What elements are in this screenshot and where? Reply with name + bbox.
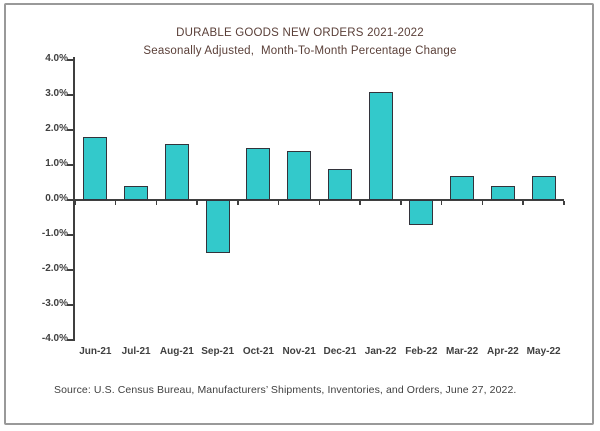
chart-title: DURABLE GOODS NEW ORDERS 2021-2022 <box>176 27 424 39</box>
x-axis-label-dec-21: Dec-21 <box>323 346 357 357</box>
bar-sep-21 <box>205 200 230 253</box>
x-axis-tick <box>237 201 239 205</box>
x-axis-tick <box>155 201 157 205</box>
y-axis-label: 2.0% <box>45 123 68 134</box>
bar-jan-22 <box>368 91 393 200</box>
y-axis-label: 0.0% <box>45 193 68 204</box>
x-axis-label-nov-21: Nov-21 <box>282 346 316 357</box>
y-axis-label: -1.0% <box>41 228 68 239</box>
y-axis-tick <box>67 129 73 131</box>
y-axis-tick <box>67 199 73 201</box>
bar-nov-21 <box>287 151 312 200</box>
x-axis-tick <box>114 201 117 205</box>
x-axis-label-feb-22: Feb-22 <box>405 346 438 357</box>
y-axis-label: -4.0% <box>41 333 68 344</box>
x-axis-label-jun-21: Jun-21 <box>79 346 112 357</box>
y-axis-label: -2.0% <box>41 263 68 274</box>
x-axis-label-oct-21: Oct-21 <box>242 346 274 357</box>
y-axis-label: -3.0% <box>41 298 68 309</box>
bar-aug-21 <box>164 144 189 200</box>
x-axis-tick <box>440 201 443 205</box>
y-axis-tick <box>67 234 73 236</box>
x-axis-label-may-22: May-22 <box>526 346 561 357</box>
x-axis-label-mar-22: Mar-22 <box>446 346 479 357</box>
y-axis-label: 1.0% <box>45 158 68 169</box>
bar-oct-21 <box>246 147 271 200</box>
y-axis-tick <box>67 164 73 166</box>
x-axis-line <box>73 199 564 201</box>
x-axis-label-jan-22: Jan-22 <box>364 346 397 357</box>
bar-jun-21 <box>83 137 108 200</box>
x-axis-tick <box>196 201 198 205</box>
x-axis-tick <box>74 201 76 205</box>
x-axis-tick <box>359 201 361 205</box>
bar-may-22 <box>531 175 556 200</box>
x-axis-tick <box>563 201 565 205</box>
x-axis-tick <box>522 201 524 205</box>
bar-jul-21 <box>124 186 149 200</box>
x-axis-tick <box>400 201 402 205</box>
x-axis-label-apr-22: Apr-22 <box>487 346 519 357</box>
y-axis-tick <box>67 59 73 61</box>
source-note: Source: U.S. Census Bureau, Manufacturer… <box>54 384 517 396</box>
y-axis-tick <box>67 269 73 271</box>
y-axis-tick <box>67 304 73 306</box>
y-axis-label: 3.0% <box>45 88 68 99</box>
x-axis-label-jul-21: Jul-21 <box>121 346 151 357</box>
bar-dec-21 <box>327 168 352 200</box>
x-axis-tick <box>481 201 483 205</box>
chart-subtitle: Seasonally Adjusted, Month-To-Month Perc… <box>143 45 457 57</box>
bar-apr-22 <box>490 186 515 200</box>
x-axis-label-aug-21: Aug-21 <box>159 346 194 357</box>
x-axis-tick <box>318 201 320 205</box>
bar-feb-22 <box>409 200 434 225</box>
bar-mar-22 <box>450 175 475 200</box>
y-axis-label: 4.0% <box>45 53 68 64</box>
y-axis-tick <box>67 339 73 341</box>
y-axis-tick <box>67 94 73 96</box>
x-axis-label-sep-21: Sep-21 <box>201 346 235 357</box>
x-axis-tick <box>277 201 280 205</box>
